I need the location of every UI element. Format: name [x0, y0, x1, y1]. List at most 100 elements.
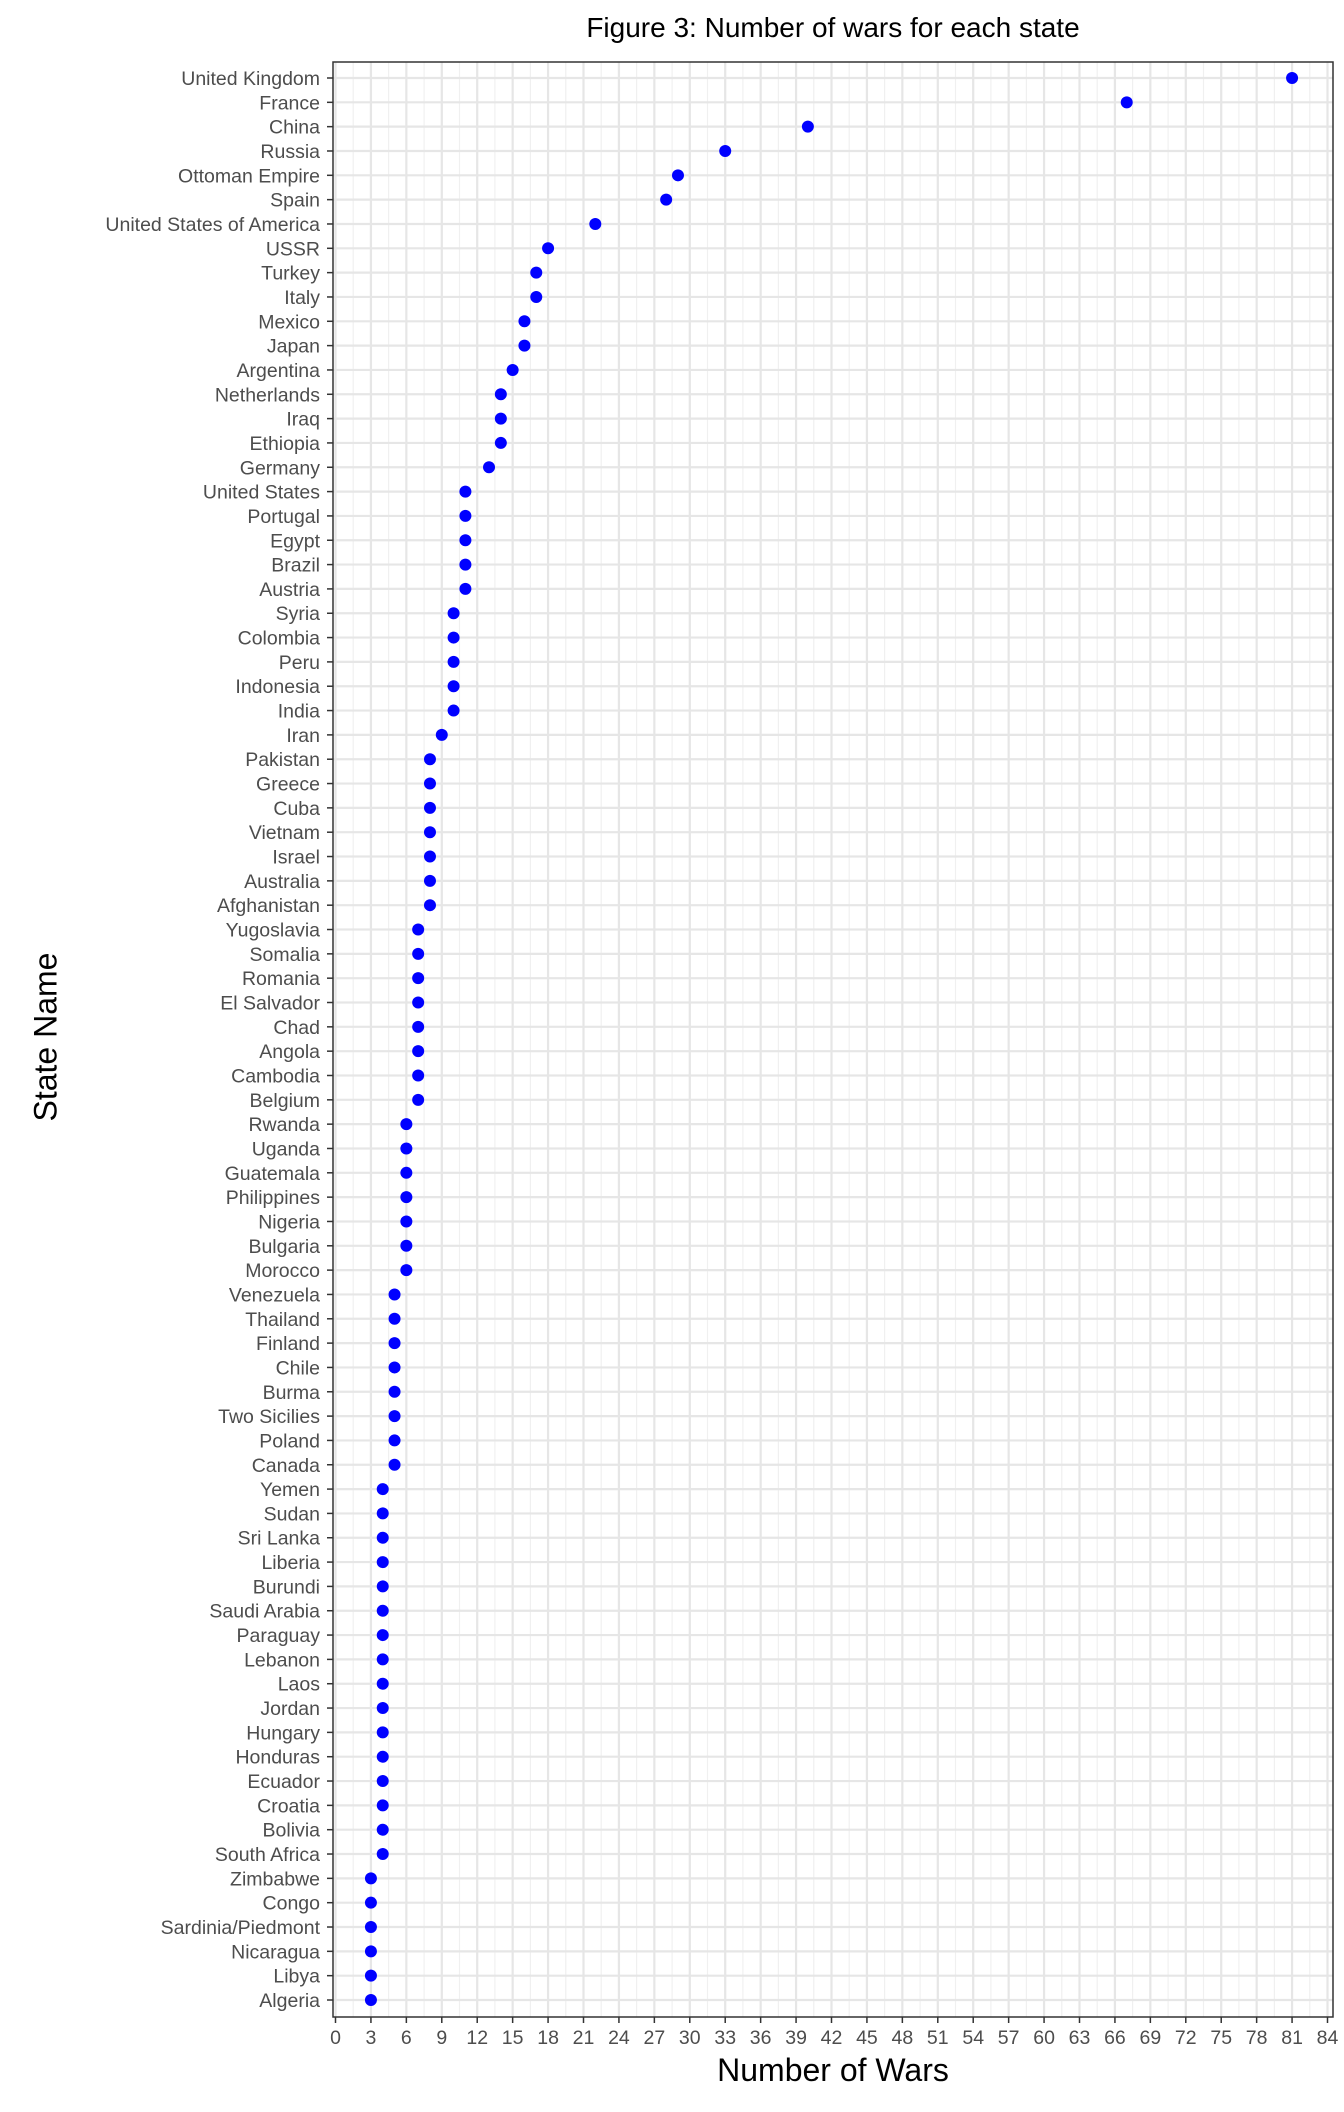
data-point [423, 899, 436, 912]
data-point [412, 947, 425, 960]
x-tick-label: 42 [821, 2027, 843, 2049]
data-point [376, 1580, 389, 1593]
y-tick-label: Canada [252, 1455, 320, 1477]
data-points [364, 72, 1299, 2006]
y-tick-label: Nigeria [258, 1211, 320, 1233]
data-point [376, 1702, 389, 1715]
y-tick-label: Japan [267, 336, 320, 358]
x-tick-label: 3 [365, 2027, 376, 2049]
data-point [376, 1775, 389, 1788]
data-point [447, 631, 460, 644]
data-point [423, 777, 436, 790]
y-tick-label: Two Sicilies [218, 1406, 320, 1428]
y-tick-label: Zimbabwe [230, 1868, 320, 1890]
y-tick-label: Vietnam [249, 822, 320, 844]
y-tick-label: United States [203, 482, 320, 504]
plot-border [332, 61, 1334, 2018]
y-tick-label: Guatemala [225, 1163, 321, 1185]
x-tick-label: 60 [1033, 2027, 1055, 2049]
x-tick-label: 48 [892, 2027, 914, 2049]
y-tick-label: India [278, 701, 320, 723]
x-tick-label: 72 [1175, 2027, 1197, 2049]
chart-title: Figure 3: Number of wars for each state [586, 12, 1080, 43]
data-point [376, 1507, 389, 1520]
y-tick-label: Pakistan [245, 749, 320, 771]
y-tick-label: Finland [256, 1333, 320, 1355]
y-tick-label: China [269, 117, 320, 139]
y-tick-label: Philippines [226, 1187, 321, 1209]
y-tick-label: Croatia [257, 1795, 320, 1817]
x-tick-label: 51 [927, 2027, 949, 2049]
y-tick-label: Australia [244, 871, 320, 893]
y-tick-label: Algeria [259, 1990, 320, 2012]
y-tick-label: Honduras [235, 1747, 320, 1769]
data-point [376, 1604, 389, 1617]
data-point [364, 1921, 377, 1934]
y-tick-label: Yemen [260, 1479, 320, 1501]
x-tick-label: 12 [466, 2027, 488, 2049]
data-point [376, 1750, 389, 1763]
data-point [364, 1994, 377, 2006]
y-tick-label: Liberia [261, 1552, 320, 1574]
y-tick-label: Argentina [237, 360, 321, 382]
y-tick-label: Italy [284, 287, 320, 309]
x-tick-label: 27 [644, 2027, 666, 2049]
y-tick-label: Congo [263, 1893, 321, 1915]
data-point [388, 1288, 401, 1301]
y-tick-label: Cambodia [231, 1065, 320, 1087]
y-tick-label: Paraguay [237, 1625, 321, 1647]
x-tick-label: 66 [1104, 2027, 1126, 2049]
data-point [388, 1361, 401, 1374]
data-point [400, 1264, 413, 1277]
data-point [459, 534, 472, 547]
y-tick-label: Cuba [273, 798, 320, 820]
y-tick-label: Sardinia/Piedmont [161, 1917, 321, 1939]
y-tick-label: Indonesia [235, 676, 320, 698]
y-tick-label: United Kingdom [181, 68, 320, 90]
data-point [423, 874, 436, 887]
data-point [530, 290, 543, 303]
y-tick-label: Angola [259, 1041, 320, 1063]
data-point [459, 582, 472, 595]
data-point [376, 1726, 389, 1739]
y-tick-label: Iran [286, 725, 320, 747]
data-point [423, 826, 436, 839]
data-point [388, 1434, 401, 1447]
x-tick-label: 36 [750, 2027, 772, 2049]
data-point [459, 509, 472, 522]
x-tick-label: 18 [537, 2027, 559, 2049]
x-tick-label: 84 [1317, 2027, 1339, 2049]
data-point [400, 1239, 413, 1252]
data-point [483, 461, 496, 474]
y-tick-label: Somalia [250, 944, 321, 966]
data-point [400, 1191, 413, 1204]
x-tick-label: 75 [1210, 2027, 1232, 2049]
data-point [388, 1312, 401, 1325]
y-tick-label: Russia [260, 141, 320, 163]
x-tick-label: 39 [785, 2027, 807, 2049]
x-tick-label: 69 [1140, 2027, 1162, 2049]
y-tick-label: Egypt [270, 530, 320, 552]
data-point [530, 266, 543, 279]
data-point [400, 1118, 413, 1131]
data-point [412, 1020, 425, 1033]
y-tick-label: Sri Lanka [238, 1528, 321, 1550]
x-tick-label: 6 [401, 2027, 412, 2049]
x-tick-label: 15 [502, 2027, 524, 2049]
data-point [447, 704, 460, 717]
data-point [542, 242, 555, 255]
data-point [388, 1385, 401, 1398]
y-tick-label: Libya [273, 1966, 320, 1988]
y-tick-label: Morocco [245, 1260, 320, 1282]
y-tick-label: Hungary [246, 1722, 320, 1744]
y-tick-label: Colombia [238, 628, 321, 650]
data-point [376, 1629, 389, 1642]
y-tick-label: Mexico [258, 311, 320, 333]
data-point [364, 1945, 377, 1958]
x-tick-label: 45 [856, 2027, 878, 2049]
x-tick-label: 63 [1069, 2027, 1091, 2049]
y-tick-label: France [259, 92, 320, 114]
data-point [388, 1458, 401, 1471]
y-tick-label: Burma [263, 1382, 321, 1404]
